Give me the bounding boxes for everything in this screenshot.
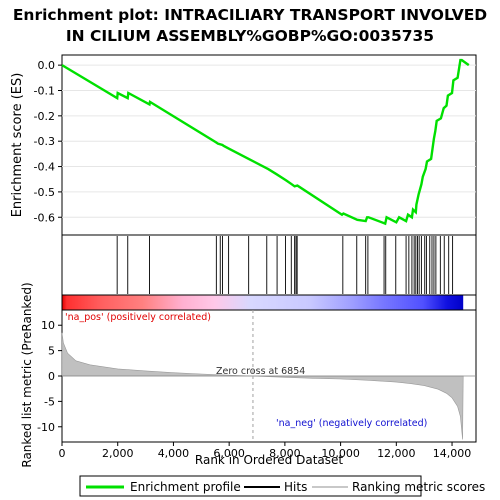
es-y-tick-label: -0.2 <box>34 110 55 123</box>
ranking-color-bar <box>62 295 464 310</box>
x-tick-label: 8,000 <box>269 447 301 460</box>
es-y-tick-label: 0.0 <box>38 59 56 72</box>
hit-markers <box>116 236 454 294</box>
hits-panel-frame <box>61 234 477 296</box>
x-tick-label: 2,000 <box>102 447 134 460</box>
es-panel-frame <box>61 54 477 236</box>
es-gridlines <box>62 64 476 218</box>
positive-correlation-label: 'na_pos' (positively correlated) <box>65 312 211 323</box>
x-tick-label: 12,000 <box>377 447 416 460</box>
x-tick-label: 14,000 <box>433 447 472 460</box>
chart-title-line-2: IN CILIUM ASSEMBLY%GOBP%GO:0035735 <box>66 27 434 45</box>
es-y-tick-label: -0.6 <box>34 211 55 224</box>
es-y-tick-label: -0.4 <box>34 161 55 174</box>
x-axis-label: Rank in Ordered Dataset <box>195 453 343 467</box>
chart-title-line-1: Enrichment plot: INTRACILIARY TRANSPORT … <box>13 6 487 24</box>
metric-y-tick-label: 10 <box>41 319 55 332</box>
metric-y-axis-label: Ranked list metric (PreRanked) <box>20 282 34 467</box>
x-axis-ticks: 0 2,000 4,000 6,000 8,000 10,000 12,000 14,000 <box>59 442 472 460</box>
legend: Enrichment profile Hits Ranking metric s… <box>79 475 485 497</box>
es-y-tick-label: -0.5 <box>34 186 55 199</box>
zero-cross-label: Zero cross at 6854 <box>216 366 305 377</box>
metric-y-tick-label: 0 <box>48 370 55 383</box>
x-tick-label: 4,000 <box>158 447 190 460</box>
negative-correlation-label: 'na_neg' (negatively correlated) <box>276 418 427 429</box>
es-y-tick-label: -0.1 <box>34 84 55 97</box>
metric-y-tick-label: -10 <box>37 421 55 434</box>
enrichment-profile-line <box>61 58 470 226</box>
metric-y-tick-label: 5 <box>48 345 55 358</box>
x-tick-label: 0 <box>59 447 66 460</box>
legend-ranking-metric-label: Ranking metric scores <box>352 480 485 494</box>
x-tick-label: 6,000 <box>213 447 245 460</box>
ranking-metric-area <box>61 332 464 440</box>
x-tick-label: 10,000 <box>321 447 360 460</box>
es-y-axis-label: Enrichment score (ES) <box>10 73 25 218</box>
es-y-tick-label: -0.3 <box>34 135 55 148</box>
legend-enrichment-profile-label: Enrichment profile <box>130 480 241 494</box>
metric-y-ticks: 10 5 0 -5 -10 <box>37 319 62 434</box>
es-y-ticks: 0.0 -0.1 -0.2 -0.3 -0.4 -0.5 -0.6 <box>34 59 62 224</box>
legend-hits-label: Hits <box>284 480 307 494</box>
metric-y-tick-label: -5 <box>44 395 55 408</box>
